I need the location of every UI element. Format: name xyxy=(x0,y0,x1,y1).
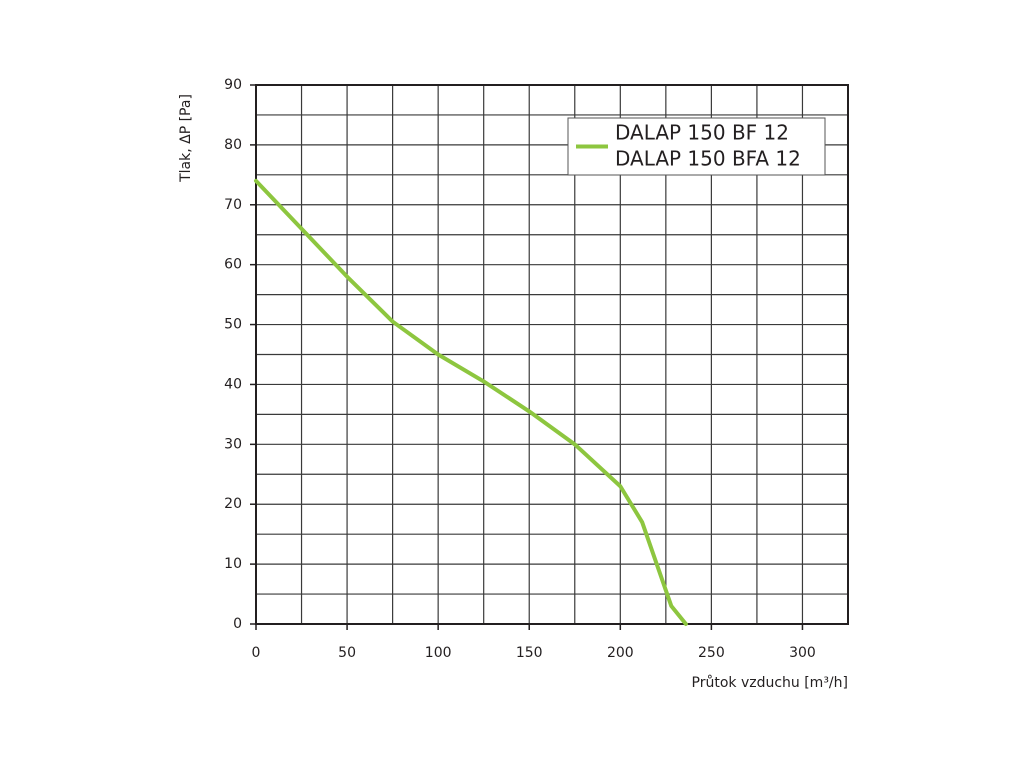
y-tick-label: 40 xyxy=(224,376,242,392)
y-tick-label: 60 xyxy=(224,257,242,273)
y-tick-label: 70 xyxy=(224,197,242,213)
x-tick-label: 150 xyxy=(516,645,543,661)
y-tick-label: 10 xyxy=(224,556,242,572)
legend-label: DALAP 150 BFA 12 xyxy=(615,147,801,171)
plot-frame xyxy=(255,84,849,625)
x-tick-label: 50 xyxy=(338,645,356,661)
y-tick-label: 50 xyxy=(224,317,242,333)
x-tick-label: 250 xyxy=(698,645,725,661)
y-tick-label: 80 xyxy=(224,137,242,153)
x-tick-label: 100 xyxy=(425,645,452,661)
x-tick-label: 200 xyxy=(607,645,634,661)
y-tick-label: 20 xyxy=(224,496,242,512)
x-axis-label: Průtok vzduchu [m³/h] xyxy=(692,675,849,691)
x-tick-label: 300 xyxy=(789,645,816,661)
legend-label: DALAP 150 BF 12 xyxy=(615,121,789,145)
y-axis-label: Tlak, ΔP [Pa] xyxy=(178,94,194,183)
legend-box xyxy=(567,117,826,176)
y-tick-label: 90 xyxy=(224,77,242,93)
y-tick-label: 30 xyxy=(224,436,242,452)
y-tick-label: 0 xyxy=(233,616,242,632)
line xyxy=(254,178,688,626)
x-tick-label: 0 xyxy=(252,645,261,661)
